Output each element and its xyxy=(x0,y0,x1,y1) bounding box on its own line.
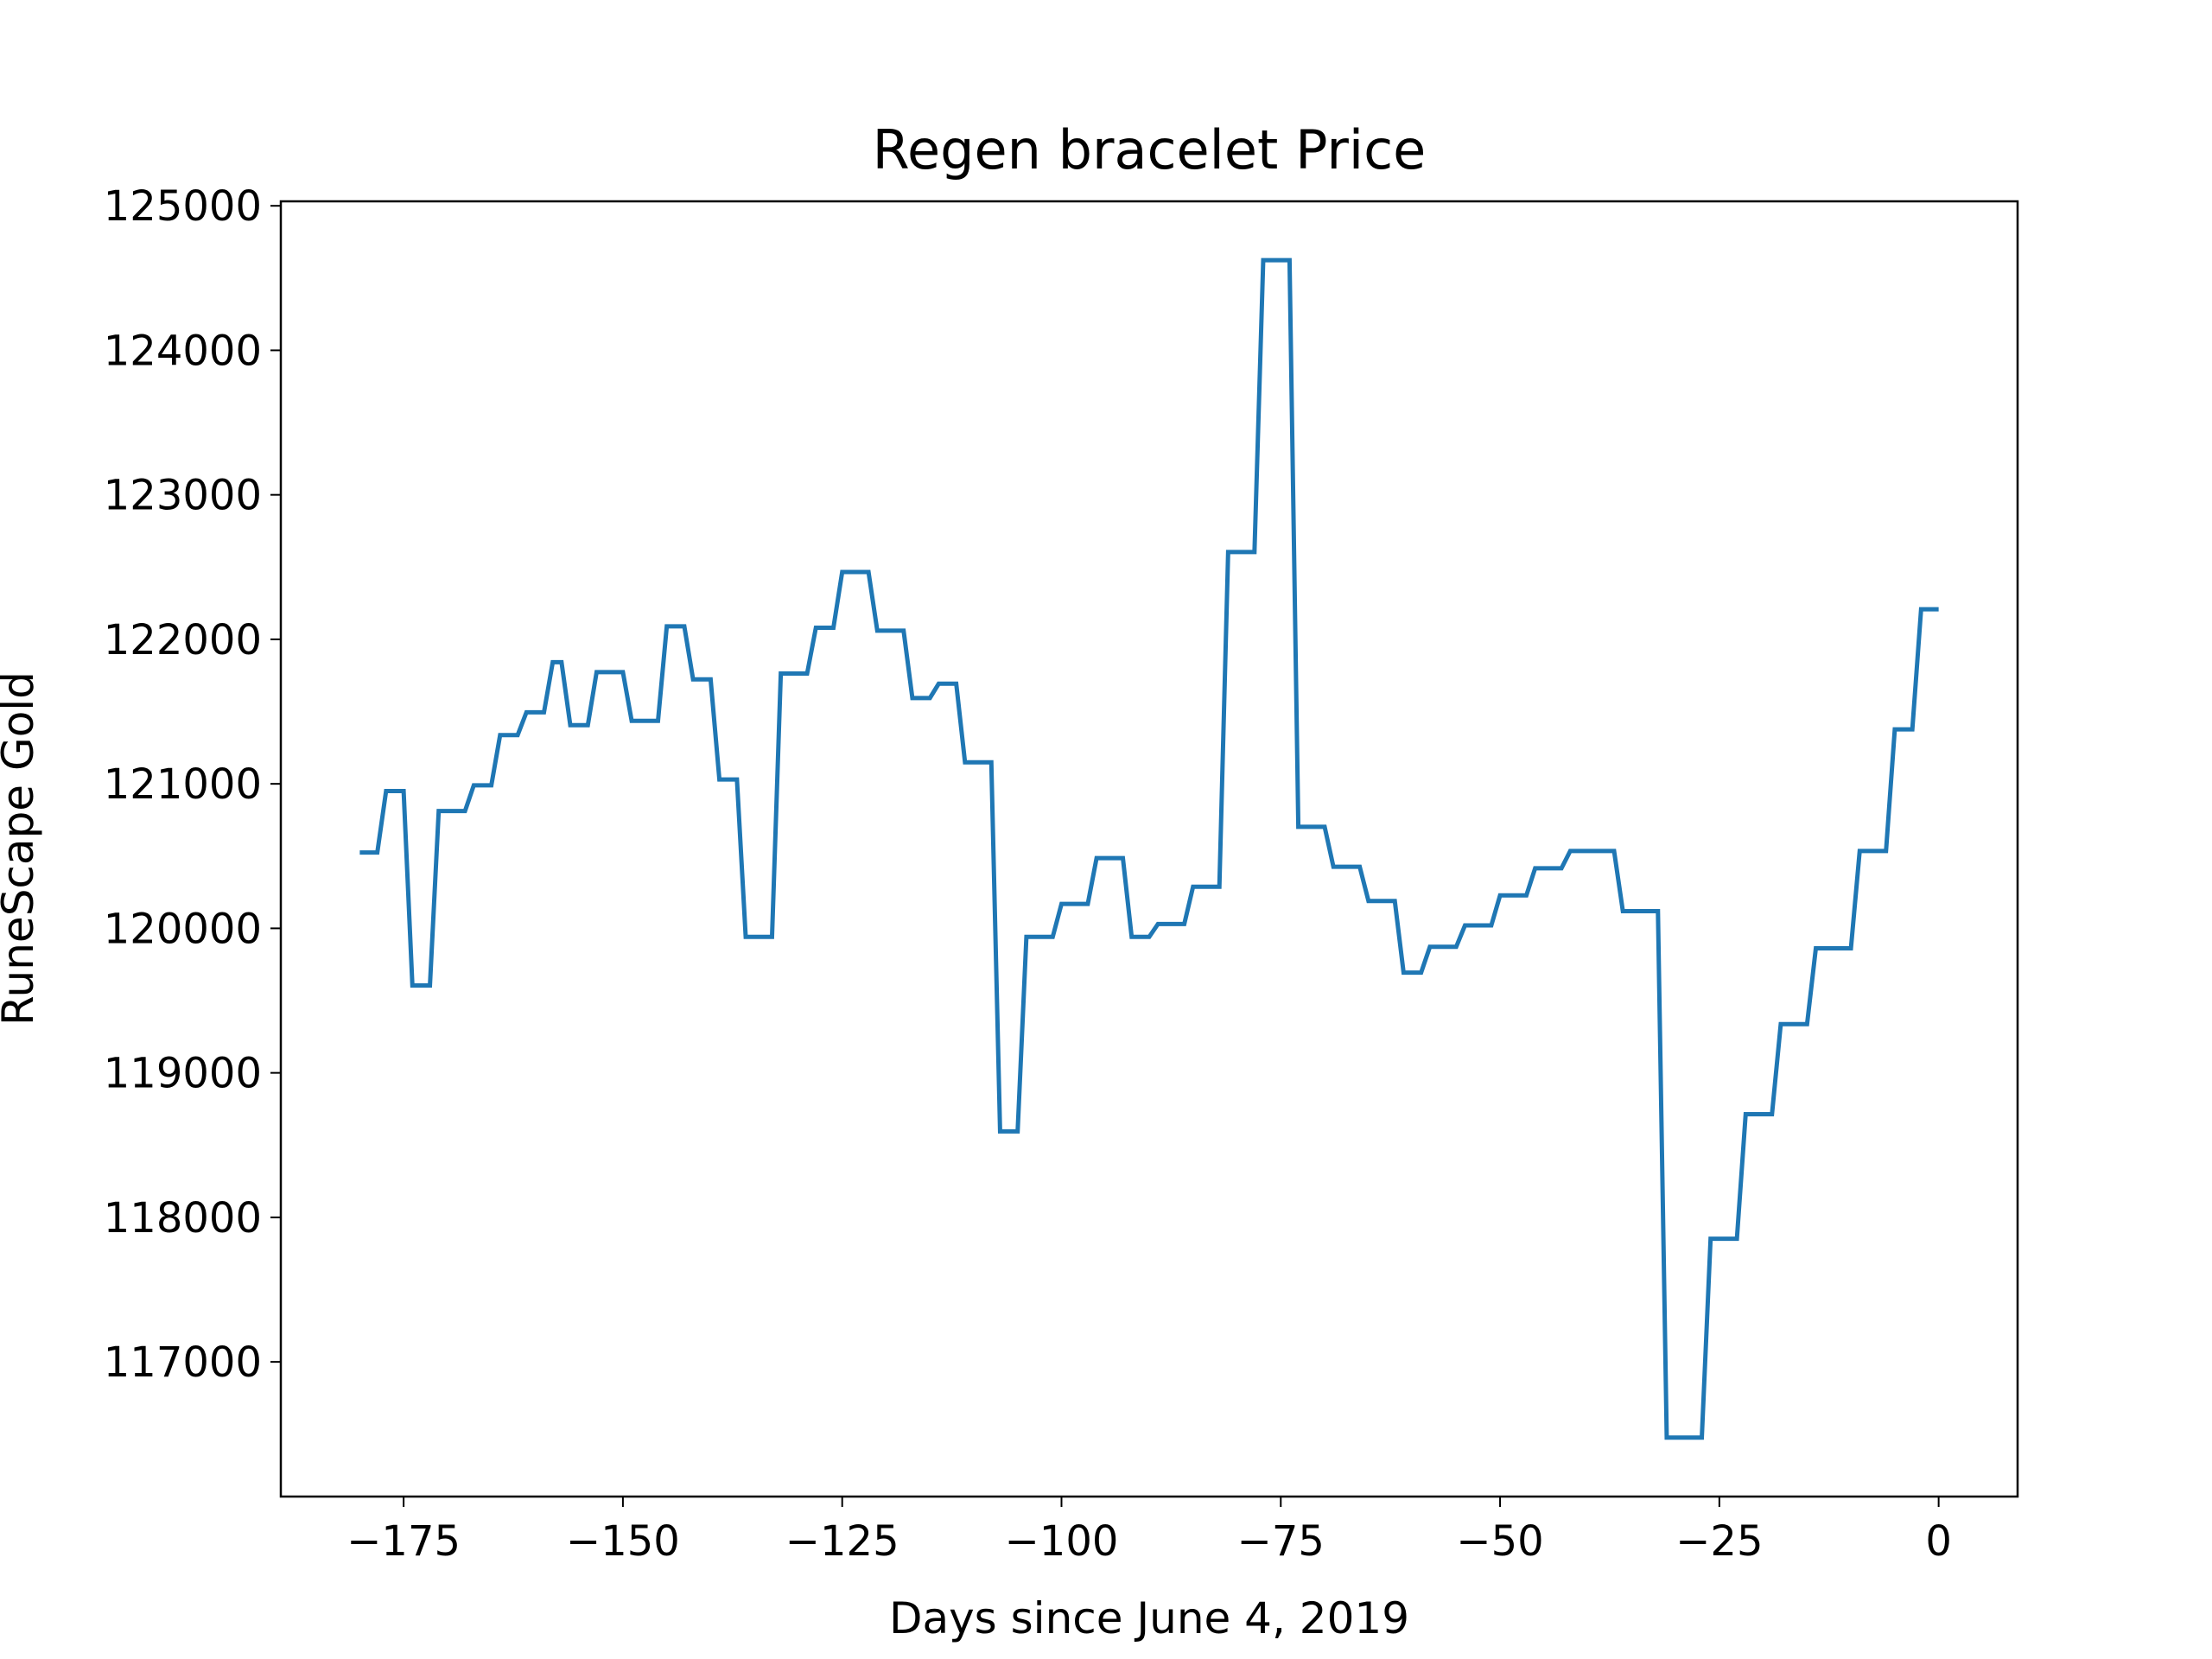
y-tick-label: 119000 xyxy=(104,1050,262,1098)
x-axis-label: Days since June 4, 2019 xyxy=(889,1593,1409,1643)
x-tick-label: −100 xyxy=(1005,1517,1119,1566)
chart-title: Regen bracelet Price xyxy=(873,118,1427,181)
y-tick-label: 123000 xyxy=(104,472,262,520)
x-tick-label: −75 xyxy=(1237,1517,1325,1566)
y-tick-label: 117000 xyxy=(104,1338,262,1387)
y-axis-label: RuneScape Gold xyxy=(0,671,43,1026)
y-tick-label: 125000 xyxy=(104,182,262,231)
line-series xyxy=(359,257,1939,1440)
x-tick-label: −50 xyxy=(1456,1517,1543,1566)
y-tick-label: 121000 xyxy=(104,760,262,809)
plot-frame xyxy=(279,200,2019,1498)
y-tick-label: 120000 xyxy=(104,905,262,953)
y-tick-label: 124000 xyxy=(104,327,262,375)
x-tick-label: −175 xyxy=(346,1517,461,1566)
x-tick-label: −150 xyxy=(566,1517,680,1566)
y-tick-label: 118000 xyxy=(104,1194,262,1243)
x-tick-label: −25 xyxy=(1675,1517,1763,1566)
x-tick-label: −125 xyxy=(785,1517,899,1566)
x-tick-label: 0 xyxy=(1925,1517,1952,1566)
y-tick-label: 122000 xyxy=(104,616,262,664)
